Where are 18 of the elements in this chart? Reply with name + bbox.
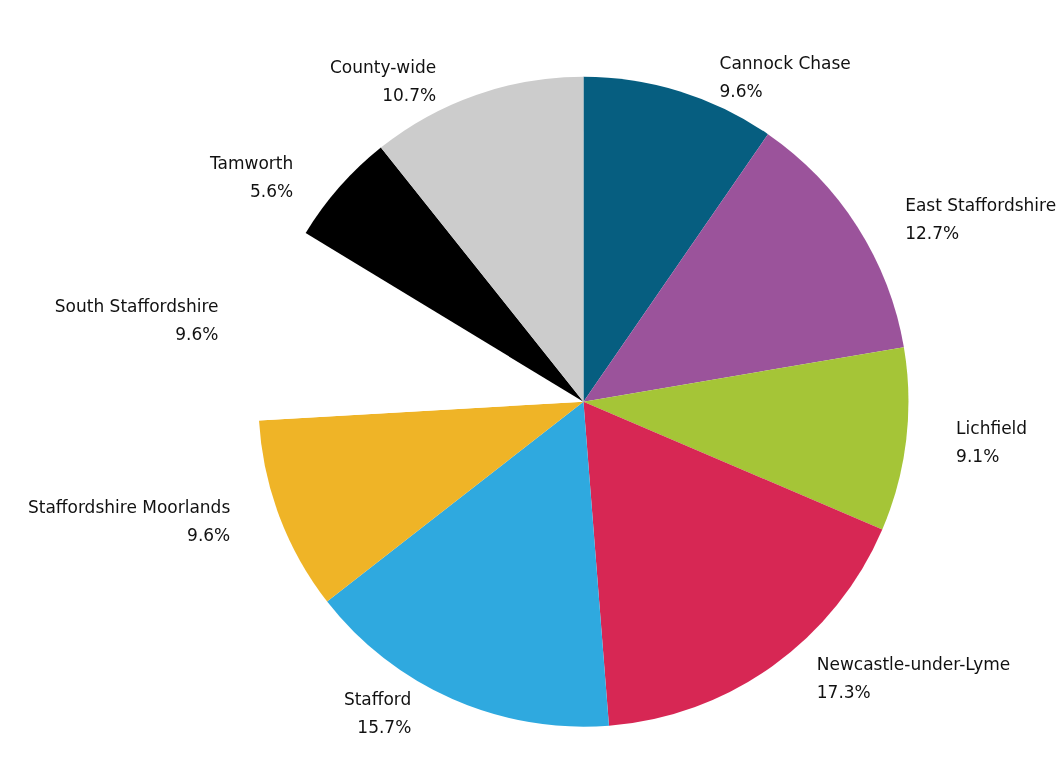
- data-label: 5.6%: [250, 181, 294, 202]
- data-label: 9.6%: [187, 525, 231, 546]
- slice-label: Tamworth: [208, 153, 294, 174]
- slice-label: County-wide: [329, 56, 437, 77]
- data-label: 15.7%: [357, 716, 412, 737]
- data-label: 17.3%: [816, 681, 871, 702]
- data-label: 9.6%: [175, 323, 219, 344]
- slice-label: Newcastle-under-Lyme: [816, 653, 1011, 674]
- slice-label: Staffordshire Moorlands: [27, 497, 231, 518]
- slice-label: Lichfield: [956, 417, 1028, 438]
- data-label: 10.7%: [382, 84, 437, 105]
- data-label: 9.6%: [719, 81, 763, 102]
- data-label: 12.7%: [905, 222, 960, 243]
- slice-label: Cannock Chase: [719, 53, 851, 74]
- data-label: 9.1%: [956, 445, 1000, 466]
- slice-label: South Staffordshire: [54, 295, 219, 316]
- slice-label: Stafford: [343, 688, 412, 709]
- slice-label: East Staffordshire: [905, 194, 1057, 215]
